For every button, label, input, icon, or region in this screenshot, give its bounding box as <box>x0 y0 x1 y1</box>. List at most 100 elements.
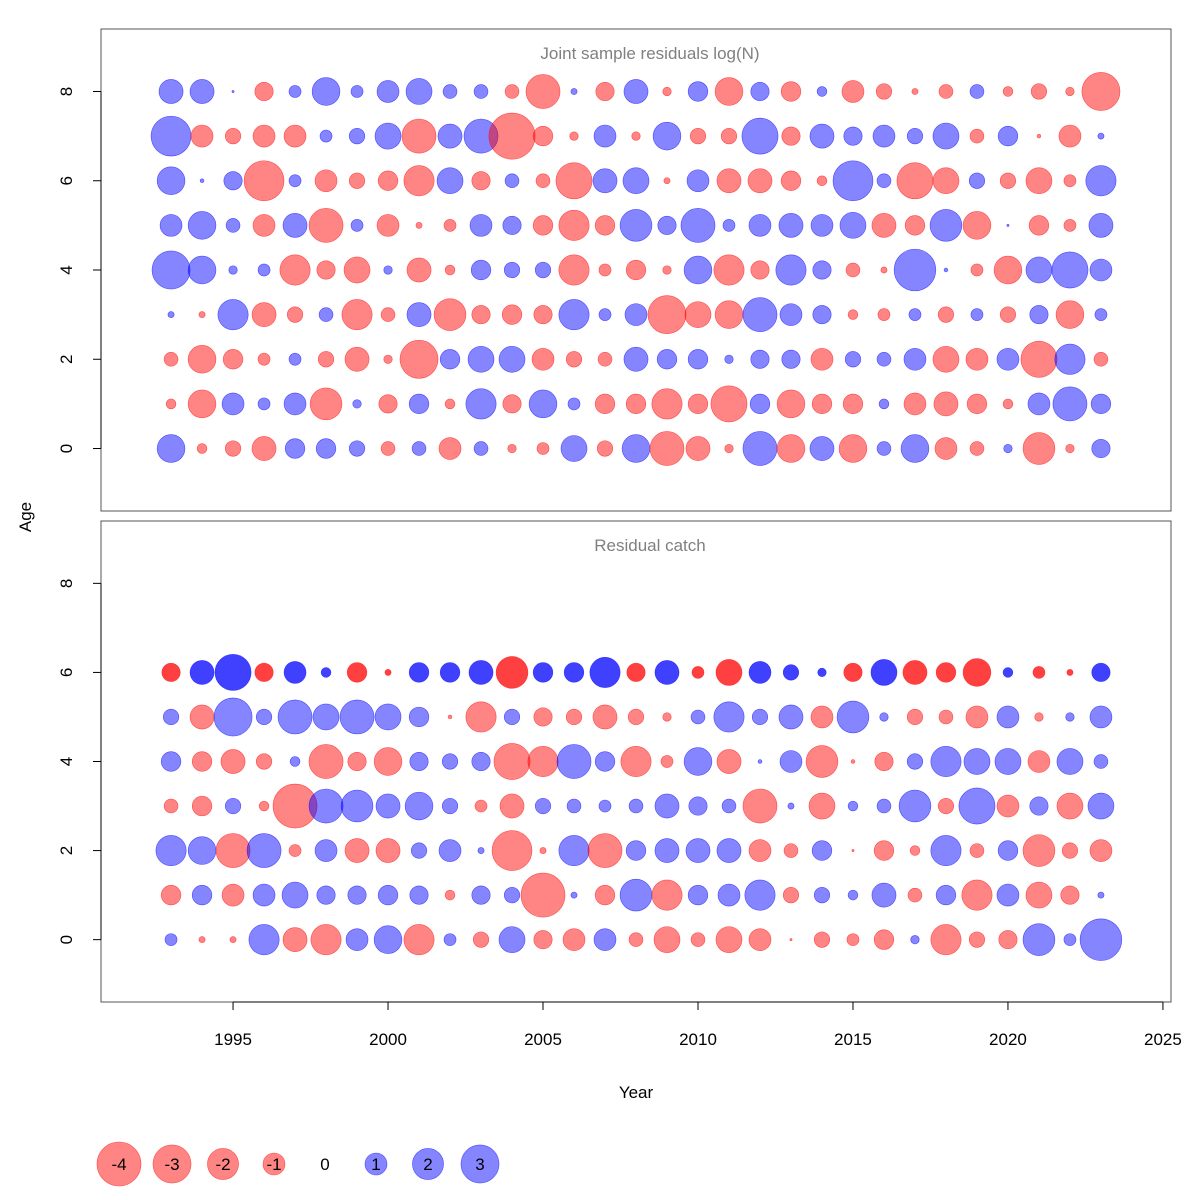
bubble <box>532 662 554 683</box>
bubble <box>839 212 867 239</box>
bubble <box>160 884 182 906</box>
bubble <box>272 783 318 829</box>
bubble <box>525 74 561 109</box>
bubble <box>710 385 748 423</box>
bubble <box>150 115 192 157</box>
bubble <box>963 748 991 775</box>
bubble <box>1063 933 1077 946</box>
bubble <box>252 214 276 237</box>
legend-label: -1 <box>266 1155 281 1174</box>
bubble <box>556 744 592 779</box>
bubble <box>623 79 649 104</box>
bubble <box>567 397 581 411</box>
bubble <box>624 303 648 326</box>
bubble <box>965 347 989 371</box>
bubble <box>683 255 713 285</box>
bubble <box>999 306 1017 323</box>
bubble <box>187 836 217 865</box>
bubble <box>625 840 647 861</box>
bubble <box>223 171 243 191</box>
bubble <box>409 751 429 772</box>
bubble <box>909 845 921 856</box>
bubble <box>471 751 491 772</box>
bubble <box>187 389 217 419</box>
bubble <box>384 669 392 676</box>
bubble <box>224 440 242 457</box>
bubble <box>850 759 856 764</box>
bubble <box>722 219 736 232</box>
bubble <box>961 879 993 911</box>
bubble <box>319 129 333 143</box>
bubble <box>503 708 521 726</box>
bubble <box>1089 258 1113 282</box>
bubble <box>748 928 772 951</box>
bubble <box>620 746 652 777</box>
bubble <box>1056 792 1084 820</box>
bubble <box>871 882 897 908</box>
bubble <box>593 124 617 148</box>
bubble <box>570 88 578 95</box>
bubble <box>594 393 616 415</box>
bubble <box>653 926 681 953</box>
legend-label: -3 <box>164 1155 179 1174</box>
bubble <box>498 926 526 953</box>
y-tick-label: 6 <box>57 668 76 677</box>
bubble <box>1028 215 1050 236</box>
bubble <box>467 345 495 373</box>
bubble <box>535 173 551 188</box>
bubble <box>470 259 492 281</box>
bubble <box>1089 705 1113 729</box>
bubble <box>871 213 897 238</box>
bubble <box>622 167 650 195</box>
bubble <box>1002 398 1014 410</box>
bubble <box>780 81 802 102</box>
bubble <box>1025 256 1053 284</box>
y-tick-label: 2 <box>57 846 76 855</box>
bubble <box>405 78 433 105</box>
bubble <box>779 303 803 326</box>
bubble <box>714 300 744 329</box>
bubble <box>254 81 274 101</box>
bubble <box>503 261 521 279</box>
bubble <box>656 349 678 370</box>
bubble <box>376 80 400 103</box>
bubble <box>598 799 612 813</box>
bubble <box>441 753 459 770</box>
bubble <box>465 388 497 420</box>
bubble <box>782 887 800 904</box>
bubble <box>257 352 271 366</box>
bubble <box>873 840 895 861</box>
bubble <box>191 795 213 817</box>
bubble <box>685 838 711 863</box>
bubble <box>805 745 839 778</box>
bubble <box>288 844 302 857</box>
bubble <box>845 262 861 278</box>
bubble <box>691 666 705 679</box>
bubble <box>900 434 930 463</box>
bubble <box>1051 251 1089 289</box>
bubble <box>903 392 927 416</box>
bubble <box>255 708 273 726</box>
bubble <box>471 171 491 191</box>
bubble <box>628 932 644 947</box>
bubble <box>373 925 403 954</box>
bubble <box>587 833 623 868</box>
bubble <box>969 843 985 858</box>
bubble <box>811 393 833 415</box>
bubble <box>810 214 834 237</box>
bubble <box>968 172 986 189</box>
bubble <box>787 802 795 810</box>
bubble <box>1030 83 1048 100</box>
bubble <box>1027 392 1051 416</box>
bubble <box>534 797 552 815</box>
bubble <box>930 835 962 867</box>
bubble <box>231 90 235 93</box>
bubble <box>527 746 559 777</box>
bubble <box>403 165 435 197</box>
bubble <box>813 931 831 948</box>
bubble <box>308 208 344 243</box>
bubble <box>750 260 770 280</box>
bubble <box>383 265 393 275</box>
bubble <box>626 662 646 682</box>
